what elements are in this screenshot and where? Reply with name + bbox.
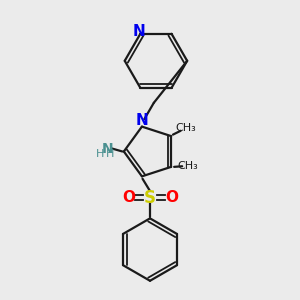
Text: O: O	[165, 190, 178, 205]
Text: O: O	[122, 190, 135, 205]
Text: N: N	[133, 24, 145, 39]
Text: H: H	[96, 149, 104, 159]
Text: N: N	[102, 142, 113, 155]
Text: CH₃: CH₃	[175, 123, 196, 133]
Text: H: H	[106, 149, 114, 159]
Text: S: S	[144, 189, 156, 207]
Text: N: N	[136, 112, 148, 128]
Text: CH₃: CH₃	[177, 161, 198, 171]
